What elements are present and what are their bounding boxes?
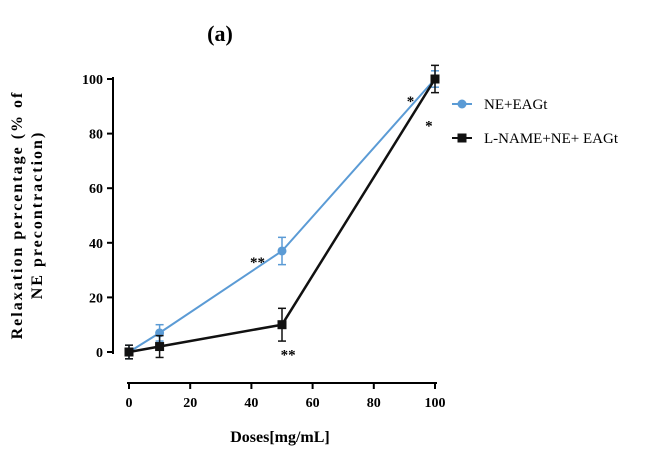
x-tick-label: 80 (367, 396, 381, 411)
panel-label: (a) (207, 21, 233, 46)
series-line-ne-eagt (128, 78, 436, 353)
y-axis-title-line-1: Relaxation percentage (% of (9, 91, 26, 340)
data-point (277, 320, 287, 330)
x-tick-label: 100 (425, 396, 446, 411)
y-tick-label: 20 (89, 291, 103, 306)
legend-marker (457, 133, 467, 143)
series-line-lname-ne-eagt (128, 78, 437, 354)
legend-label: L-NAME+NE+ EAGt (484, 131, 619, 147)
data-point (277, 246, 287, 256)
data-point (124, 347, 134, 357)
axes (112, 77, 437, 384)
legend-label: NE+EAGt (484, 97, 548, 113)
annotations: ****** (250, 94, 433, 364)
x-axis-title: Doses[mg/mL] (230, 429, 330, 446)
legend: NE+EAGt L-NAME+NE+ EAGt (452, 97, 619, 147)
y-tick-label: 60 (89, 182, 103, 197)
legend-marker (457, 99, 467, 109)
x-tick-label: 0 (126, 396, 133, 411)
y-tick-label: 80 (89, 128, 103, 143)
y-tick-label: 40 (89, 237, 103, 252)
significance-marker: ** (281, 348, 296, 364)
y-tick-label: 100 (82, 73, 103, 88)
significance-marker: ** (250, 255, 265, 271)
data-point (155, 342, 165, 352)
x-tick-label: 60 (306, 396, 320, 411)
series-lname-ne-eagt (124, 64, 440, 360)
x-tick-label: 20 (183, 396, 197, 411)
data-point (430, 74, 440, 84)
y-tick-label: 0 (96, 346, 103, 361)
series-layer (124, 64, 440, 360)
y-axis-title-line-2: NE precontraction) (29, 131, 46, 300)
x-tick-label: 40 (244, 396, 258, 411)
significance-marker: * (407, 94, 415, 110)
significance-marker: * (425, 118, 433, 134)
ticks: 0 20 40 60 80 100 0 20 40 60 80 100 (82, 73, 446, 411)
y-axis-title: Relaxation percentage (% of NE precontra… (9, 91, 46, 340)
